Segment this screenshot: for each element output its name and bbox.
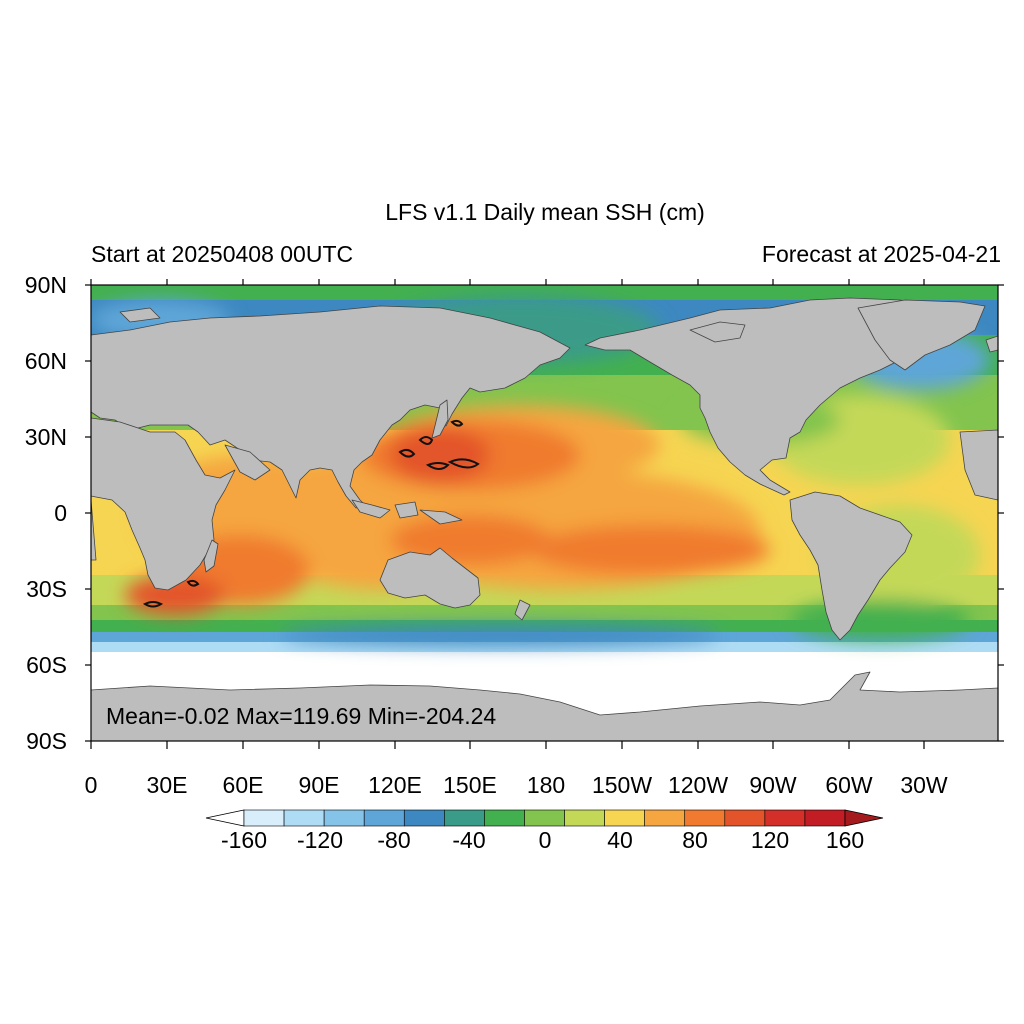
map-title: LFS v1.1 Daily mean SSH (cm) bbox=[385, 199, 705, 225]
lon-label-90e: 90E bbox=[298, 772, 340, 798]
colorbar-swatch bbox=[684, 809, 726, 827]
lat-label-90n: 90N bbox=[24, 272, 67, 298]
lon-label-120e: 120E bbox=[368, 772, 422, 798]
colorbar-label: 160 bbox=[825, 827, 865, 853]
forecast-time-label: Forecast at 2025-04-21 bbox=[761, 241, 1001, 267]
lon-label-150w: 150W bbox=[591, 772, 653, 798]
high-contours bbox=[142, 419, 480, 608]
lon-label-150e: 150E bbox=[443, 772, 497, 798]
colorbar-label: -40 bbox=[452, 827, 486, 853]
stats-label: Mean=-0.02 Max=119.69 Min=-204.24 bbox=[106, 703, 497, 729]
colorbar-swatch bbox=[283, 809, 325, 827]
colorbar-label: 80 bbox=[682, 827, 708, 853]
lon-label-180: 180 bbox=[526, 772, 566, 798]
colorbar-label: 40 bbox=[607, 827, 633, 853]
lat-label-0: 0 bbox=[54, 500, 67, 526]
colorbar-swatch bbox=[724, 809, 766, 827]
colorbar-swatch bbox=[564, 809, 605, 827]
lon-label-60e: 60E bbox=[222, 772, 264, 798]
colorbar-label: -80 bbox=[377, 827, 411, 853]
lon-label-0: 0 bbox=[84, 772, 98, 798]
lat-label-60n: 60N bbox=[24, 348, 67, 374]
colorbar-swatch bbox=[444, 809, 485, 827]
colorbar bbox=[205, 809, 884, 827]
colorbar-swatch bbox=[524, 809, 565, 827]
lon-label-60w: 60W bbox=[825, 772, 873, 798]
lon-label-30w: 30W bbox=[900, 772, 948, 798]
colorbar-low-triangle bbox=[205, 809, 245, 827]
colorbar-swatch bbox=[323, 809, 365, 827]
axis-ticks bbox=[85, 279, 1004, 749]
ssh-field bbox=[91, 285, 998, 741]
land-masses bbox=[91, 297, 998, 741]
lat-label-90s: 90S bbox=[26, 728, 67, 754]
lon-label-120w: 120W bbox=[667, 772, 729, 798]
colorbar-label: -120 bbox=[296, 827, 344, 853]
colorbar-swatch bbox=[484, 809, 525, 827]
lat-label-30s: 30S bbox=[26, 576, 67, 602]
lat-label-60s: 60S bbox=[26, 652, 67, 678]
colorbar-swatch bbox=[644, 809, 686, 827]
colorbar-swatch bbox=[363, 809, 405, 827]
colorbar-label: 0 bbox=[538, 827, 552, 853]
colorbar-swatch bbox=[604, 809, 645, 827]
colorbar-swatch bbox=[764, 809, 806, 827]
colorbar-swatch bbox=[403, 809, 445, 827]
lon-label-30e: 30E bbox=[146, 772, 188, 798]
lat-label-30n: 30N bbox=[24, 424, 67, 450]
start-time-label: Start at 20250408 00UTC bbox=[91, 241, 354, 267]
colorbar-label: 120 bbox=[750, 827, 790, 853]
colorbar-label: -160 bbox=[220, 827, 268, 853]
colorbar-high-triangle bbox=[844, 809, 884, 827]
colorbar-swatch bbox=[804, 809, 846, 827]
lon-label-90w: 90W bbox=[749, 772, 797, 798]
colorbar-swatch bbox=[243, 809, 285, 827]
